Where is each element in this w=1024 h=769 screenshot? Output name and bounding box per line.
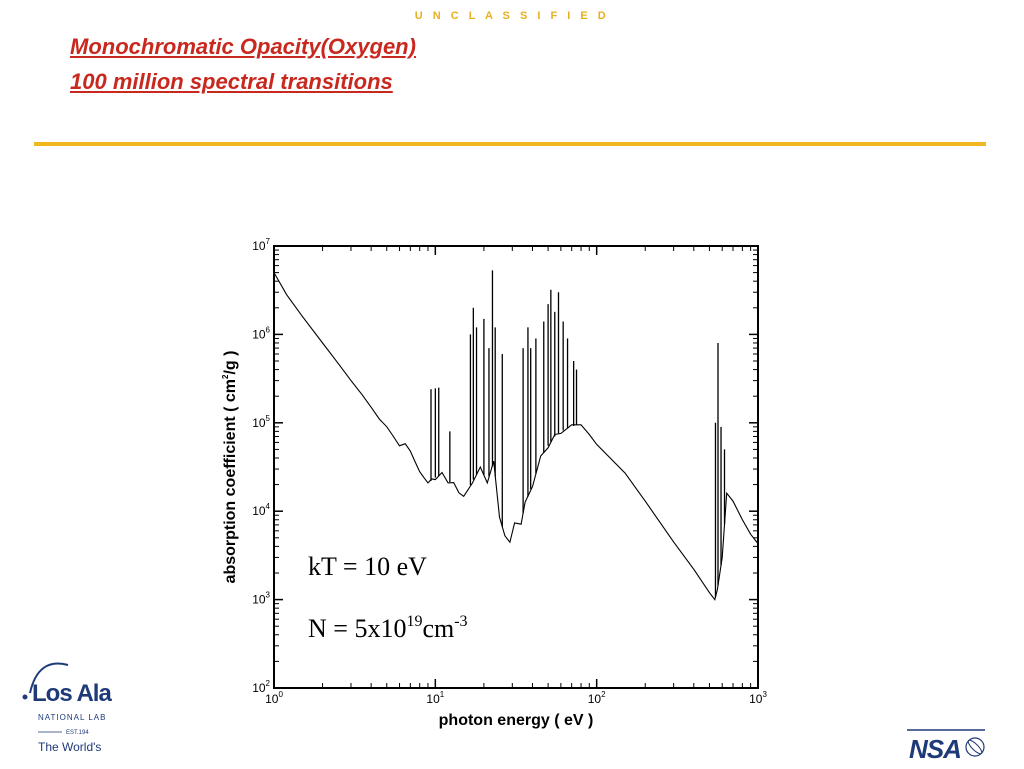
classification-banner: U N C L A S S I F I E D bbox=[414, 10, 610, 22]
annotation-density-prefix: N = 5x10 bbox=[308, 614, 406, 643]
nnsa-logo-text: NSA bbox=[909, 734, 961, 764]
y-axis-title-end: /g ) bbox=[222, 351, 239, 375]
x-tick-label: 102 bbox=[588, 690, 606, 706]
lanl-swoosh-icon bbox=[29, 662, 69, 694]
plot-frame bbox=[273, 245, 759, 689]
y-axis-title-main: absorption coefficient ( cm bbox=[222, 379, 239, 583]
opacity-series-line bbox=[273, 272, 759, 601]
nnsa-logo: NSA bbox=[905, 728, 989, 769]
slide-title-line-2: 100 million spectral transitions bbox=[70, 69, 393, 94]
x-axis-title: photon energy ( eV ) bbox=[439, 712, 594, 729]
annotation-temperature: kT = 10 eV bbox=[308, 552, 427, 581]
lanl-logo-tagline: The World's bbox=[38, 740, 101, 754]
x-tick-label: 101 bbox=[426, 690, 444, 706]
y-axis-title-exp: 2 bbox=[221, 374, 230, 379]
lanl-dot-icon bbox=[22, 694, 28, 700]
y-axis-title: absorption coefficient ( cm2/g ) bbox=[221, 351, 239, 584]
slide-title-line-1: Monochromatic Opacity(Oxygen) bbox=[70, 34, 416, 59]
x-tick-label: 100 bbox=[265, 690, 283, 706]
y-tick-label: 106 bbox=[252, 325, 270, 341]
y-tick-label: 107 bbox=[252, 237, 270, 253]
y-tick-label: 105 bbox=[252, 414, 270, 430]
annotation-density-unit: cm bbox=[422, 614, 454, 643]
x-tick-label: 103 bbox=[749, 690, 767, 706]
lanl-logo-sub: NATIONAL LAB bbox=[38, 713, 106, 722]
lanl-logo-est: EST.194 bbox=[66, 730, 89, 736]
opacity-chart: 100 101 102 103 102 103 104 105 106 107 photon en… bbox=[221, 237, 767, 729]
y-tick-label: 103 bbox=[252, 591, 270, 607]
atom-icon bbox=[965, 737, 985, 757]
y-tick-label: 102 bbox=[252, 679, 270, 695]
title-divider bbox=[34, 142, 986, 146]
annotation-density-unit-exp: -3 bbox=[454, 613, 467, 630]
lanl-logo: Los Ala NATIONAL LAB EST.194 The World's bbox=[8, 655, 118, 755]
annotation-density: N = 5x1019cm-3 bbox=[308, 613, 468, 643]
y-tick-label: 104 bbox=[252, 502, 270, 518]
lanl-logo-name: Los Ala bbox=[32, 680, 112, 707]
annotation-density-exp: 19 bbox=[406, 613, 422, 630]
